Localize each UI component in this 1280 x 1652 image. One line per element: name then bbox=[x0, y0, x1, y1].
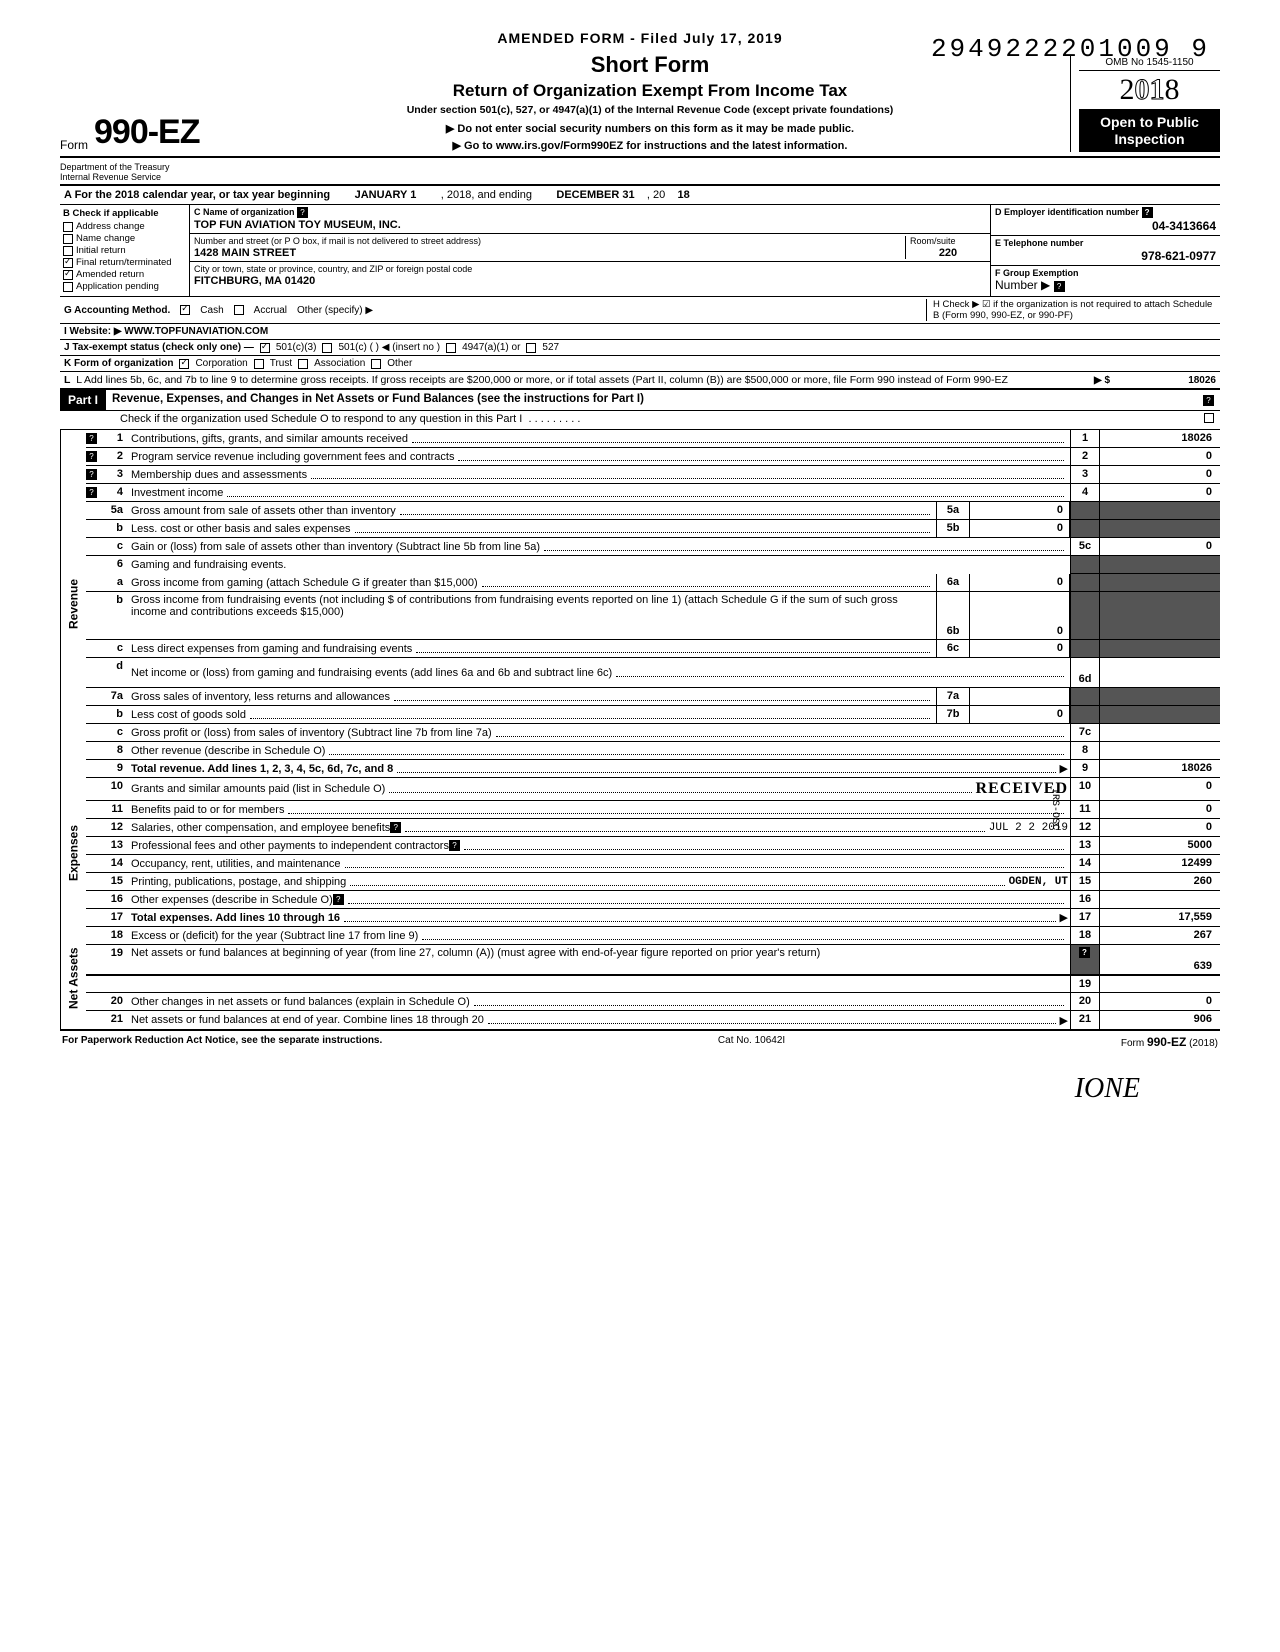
form-footer: For Paperwork Reduction Act Notice, see … bbox=[60, 1031, 1220, 1053]
part-1-schedule-o-check: Check if the organization used Schedule … bbox=[60, 411, 1220, 430]
footer-form-ref: Form 990-EZ (2018) bbox=[1121, 1035, 1218, 1049]
form-instr-2: ▶ Go to www.irs.gov/Form990EZ for instru… bbox=[240, 139, 1060, 152]
part-1-header: Part I Revenue, Expenses, and Changes in… bbox=[60, 389, 1220, 411]
dept-row: Department of the Treasury Internal Reve… bbox=[60, 160, 1220, 186]
footer-cat: Cat No. 10642I bbox=[718, 1035, 785, 1049]
side-label-expenses: Expenses bbox=[60, 778, 86, 927]
period-row: A For the 2018 calendar year, or tax yea… bbox=[60, 186, 1220, 205]
row-j-tax-status: J Tax-exempt status (check only one) — 5… bbox=[60, 340, 1220, 356]
dln-number: 2949222201009 9 bbox=[931, 34, 1210, 64]
header-info-grid: B Check if applicable Address change Nam… bbox=[60, 205, 1220, 297]
row-k-org-form: K Form of organization Corporation Trust… bbox=[60, 356, 1220, 372]
ein: 04-3413664 bbox=[995, 219, 1216, 233]
section-b-checkboxes: B Check if applicable Address change Nam… bbox=[60, 205, 190, 296]
dept-treasury: Department of the Treasury bbox=[60, 162, 230, 172]
handwritten-note: IONE bbox=[60, 1073, 1220, 1105]
open-public-badge: Open to Public Inspection bbox=[1079, 110, 1220, 152]
irs-osc-stamp: IRS-OSC bbox=[1049, 788, 1060, 830]
row-l-gross-receipts: L L Add lines 5b, 6c, and 7b to line 9 t… bbox=[60, 372, 1220, 389]
form-instr-1: ▶ Do not enter social security numbers o… bbox=[240, 122, 1060, 135]
tax-year: 2018 bbox=[1079, 71, 1220, 110]
footer-left: For Paperwork Reduction Act Notice, see … bbox=[62, 1035, 382, 1049]
section-c-org-info: C Name of organization ? TOP FUN AVIATIO… bbox=[190, 205, 990, 296]
section-def: D Employer identification number ? 04-34… bbox=[990, 205, 1220, 296]
gross-receipts-total: 18026 bbox=[1116, 375, 1216, 386]
dept-irs: Internal Revenue Service bbox=[60, 172, 230, 182]
org-city: FITCHBURG, MA 01420 bbox=[194, 275, 986, 287]
stamp-ogden: OGDEN, UT bbox=[1009, 876, 1068, 888]
website-url: WWW.TOPFUNAVIATION.COM bbox=[124, 326, 268, 337]
part-1-table: Revenue ?1Contributions, gifts, grants, … bbox=[60, 430, 1220, 1031]
row-g-h: G Accounting Method. Cash Accrual Other … bbox=[60, 297, 1220, 324]
form-prefix: Form bbox=[60, 138, 88, 152]
org-room: 220 bbox=[910, 247, 986, 259]
form-header: Form 990-EZ Short Form Return of Organiz… bbox=[60, 52, 1220, 158]
phone: 978-621-0977 bbox=[995, 249, 1216, 263]
cash-checkbox[interactable] bbox=[180, 305, 190, 315]
org-address: 1428 MAIN STREET bbox=[194, 247, 901, 259]
side-label-revenue: Revenue bbox=[60, 430, 86, 778]
form-number: 990-EZ bbox=[94, 113, 200, 152]
form-title-long: Return of Organization Exempt From Incom… bbox=[240, 81, 1060, 101]
side-label-netassets: Net Assets bbox=[60, 927, 86, 1029]
row-i-website: I Website: ▶ WWW.TOPFUNAVIATION.COM bbox=[60, 324, 1220, 340]
accrual-checkbox[interactable] bbox=[234, 305, 244, 315]
form-subtitle: Under section 501(c), 527, or 4947(a)(1)… bbox=[240, 104, 1060, 116]
section-h: H Check ▶ ☑ if the organization is not r… bbox=[926, 299, 1216, 321]
org-name: TOP FUN AVIATION TOY MUSEUM, INC. bbox=[194, 219, 986, 231]
